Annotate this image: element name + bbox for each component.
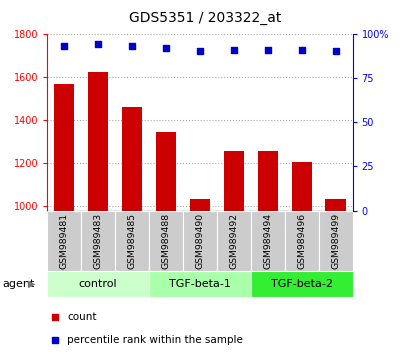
Bar xyxy=(223,151,243,211)
Bar xyxy=(325,199,345,211)
Bar xyxy=(54,84,74,211)
Point xyxy=(230,47,236,52)
Bar xyxy=(216,211,250,271)
Bar xyxy=(148,271,250,297)
Text: GSM989483: GSM989483 xyxy=(93,213,102,269)
Text: control: control xyxy=(79,279,117,289)
Bar xyxy=(88,73,108,211)
Text: TGF-beta-1: TGF-beta-1 xyxy=(169,279,230,289)
Text: count: count xyxy=(67,312,96,322)
Bar xyxy=(284,211,318,271)
Text: GSM989481: GSM989481 xyxy=(59,213,68,269)
Point xyxy=(52,337,58,343)
Text: GSM989499: GSM989499 xyxy=(330,213,339,269)
Text: GSM989488: GSM989488 xyxy=(161,213,170,269)
Text: GSM989496: GSM989496 xyxy=(297,213,306,269)
Bar xyxy=(182,211,216,271)
Text: agent: agent xyxy=(2,279,34,289)
Bar xyxy=(318,211,352,271)
Bar xyxy=(81,211,115,271)
Point xyxy=(94,41,101,47)
Text: GSM989492: GSM989492 xyxy=(229,213,238,269)
Text: GSM989494: GSM989494 xyxy=(263,213,272,269)
Bar xyxy=(115,211,148,271)
Bar xyxy=(257,151,277,211)
Text: ▶: ▶ xyxy=(28,279,35,289)
Text: GDS5351 / 203322_at: GDS5351 / 203322_at xyxy=(128,11,281,25)
Point xyxy=(264,47,270,52)
Point xyxy=(128,43,135,49)
Point xyxy=(332,48,338,54)
Text: TGF-beta-2: TGF-beta-2 xyxy=(270,279,332,289)
Text: percentile rank within the sample: percentile rank within the sample xyxy=(67,335,242,346)
Text: GSM989490: GSM989490 xyxy=(195,213,204,269)
Point xyxy=(61,43,67,49)
Point xyxy=(196,48,203,54)
Point xyxy=(52,314,58,320)
Text: GSM989485: GSM989485 xyxy=(127,213,136,269)
Bar xyxy=(250,211,284,271)
Bar xyxy=(155,132,176,211)
Bar xyxy=(47,211,81,271)
Bar xyxy=(47,271,148,297)
Point xyxy=(298,47,304,52)
Bar xyxy=(291,162,311,211)
Bar xyxy=(148,211,182,271)
Point xyxy=(162,45,169,51)
Bar xyxy=(189,199,209,211)
Bar xyxy=(121,107,142,211)
Bar xyxy=(250,271,352,297)
